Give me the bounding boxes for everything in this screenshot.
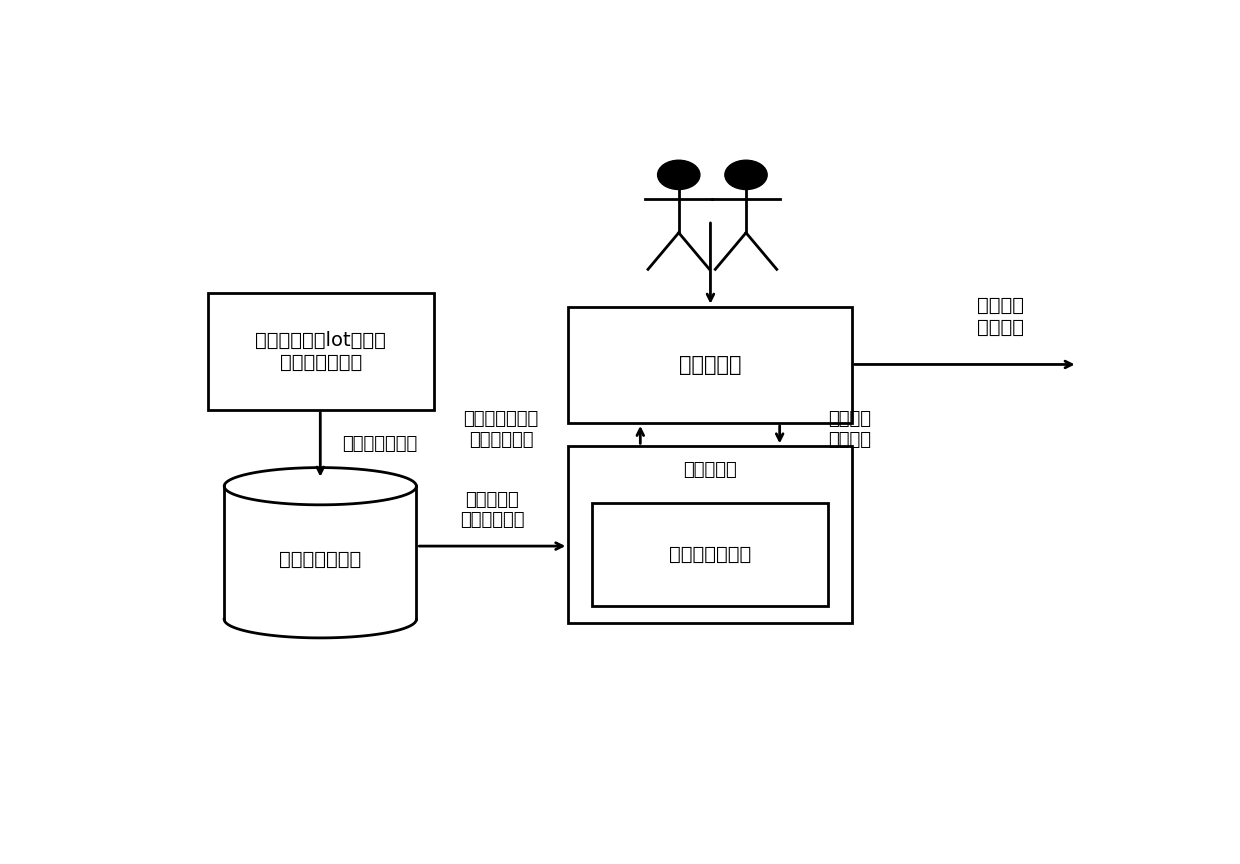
Text: 优化后的
调度方案: 优化后的 调度方案 <box>977 295 1024 336</box>
Bar <box>568 307 852 423</box>
Circle shape <box>725 160 768 189</box>
Text: 生产线实时信息: 生产线实时信息 <box>342 435 418 454</box>
Text: 设备、工艺、lot、进度
等信息采集系统: 设备、工艺、lot、进度 等信息采集系统 <box>255 331 386 372</box>
Bar <box>208 293 434 410</box>
Circle shape <box>657 160 699 189</box>
Text: 调度服务器: 调度服务器 <box>683 461 737 479</box>
Bar <box>593 503 828 606</box>
Text: 本调度方法程序: 本调度方法程序 <box>668 545 751 564</box>
Text: 生产过程数据库: 生产过程数据库 <box>279 550 361 569</box>
Text: 优化后的
调度方案: 优化后的 调度方案 <box>828 410 870 449</box>
Text: 调度客户端: 调度客户端 <box>678 355 742 375</box>
Text: 启动调度指令及
设置相关参数: 启动调度指令及 设置相关参数 <box>464 410 538 449</box>
Text: 光刻区动态
调度相关数据: 光刻区动态 调度相关数据 <box>460 491 525 530</box>
Bar <box>568 447 852 623</box>
